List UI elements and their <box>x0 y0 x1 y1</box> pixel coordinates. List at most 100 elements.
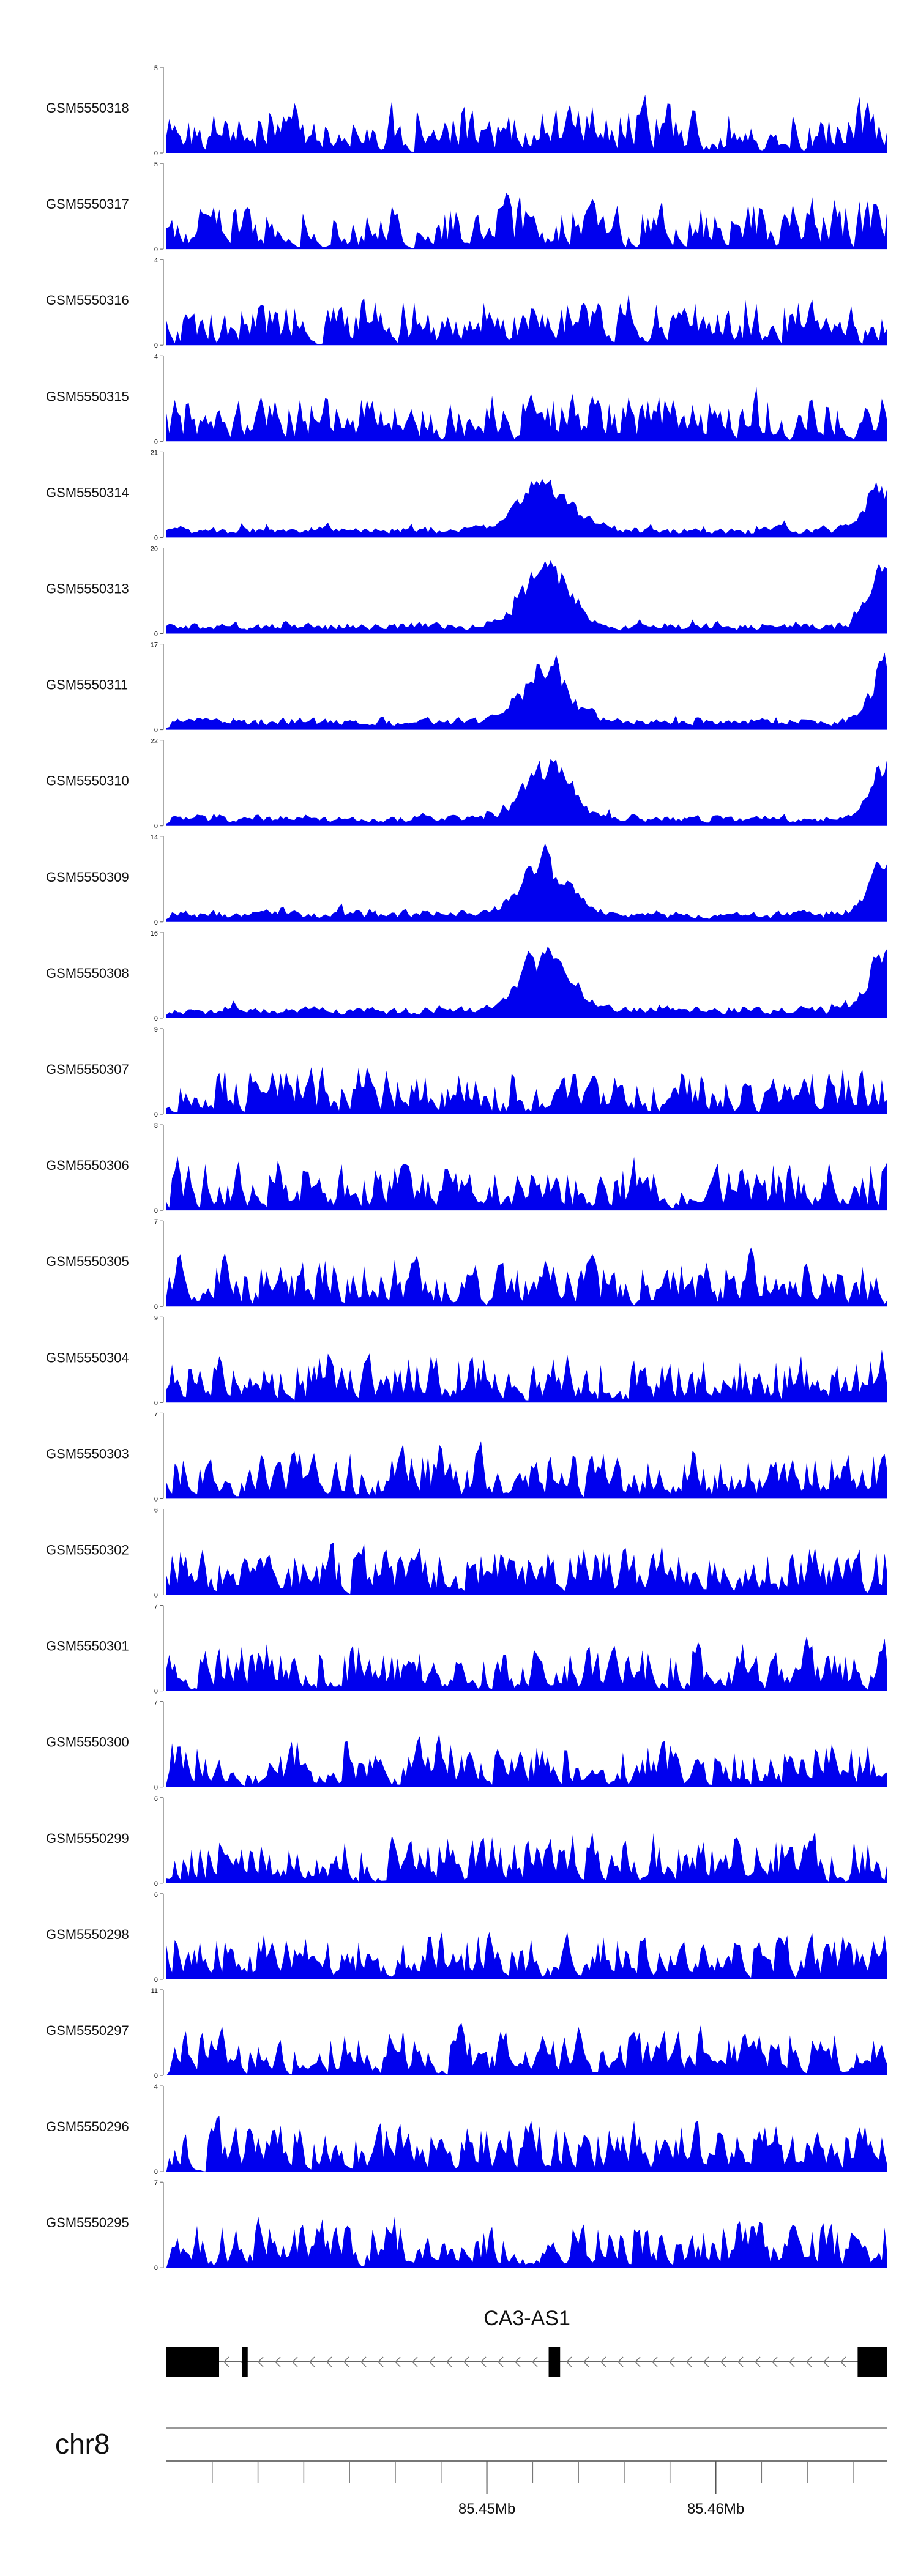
strand-arrow <box>377 2356 384 2367</box>
strand-arrow <box>840 2356 846 2367</box>
track-label: GSM5550310 <box>46 773 129 789</box>
track-GSM5550316: GSM5550316 4 0 <box>46 257 887 349</box>
y-min-label: 0 <box>154 1688 158 1696</box>
strand-arrow <box>326 2356 332 2367</box>
coverage-area <box>166 1247 887 1307</box>
gene-exon <box>242 2347 248 2377</box>
strand-arrow <box>257 2356 264 2367</box>
coverage-area <box>166 387 887 442</box>
track-GSM5550309: GSM5550309 14 0 <box>46 834 887 926</box>
track-GSM5550302: GSM5550302 6 0 <box>46 1507 887 1599</box>
y-min-label: 0 <box>154 1015 158 1022</box>
y-min-label: 0 <box>154 150 158 157</box>
track-GSM5550295: GSM5550295 7 0 <box>46 2180 887 2272</box>
coverage-area <box>166 757 887 826</box>
strand-arrow <box>360 2356 367 2367</box>
y-min-label: 0 <box>154 2265 158 2272</box>
track-GSM5550310: GSM5550310 22 0 <box>46 738 887 830</box>
track-GSM5550307: GSM5550307 9 0 <box>46 1026 887 1119</box>
coverage-area <box>166 946 887 1018</box>
strand-arrow <box>531 2356 538 2367</box>
strand-arrow <box>308 2356 315 2367</box>
y-max-label: 8 <box>154 1122 158 1130</box>
track-GSM5550305: GSM5550305 7 0 <box>46 1218 887 1311</box>
strand-arrow <box>583 2356 589 2367</box>
track-label: GSM5550305 <box>46 1254 129 1269</box>
gene-name: CA3-AS1 <box>483 2307 570 2330</box>
track-label: GSM5550307 <box>46 1062 129 1077</box>
y-max-label: 20 <box>151 546 158 553</box>
coverage-area <box>166 652 887 730</box>
coverage-area <box>166 1733 887 1787</box>
coverage-area <box>166 1156 887 1211</box>
track-label: GSM5550306 <box>46 1158 129 1173</box>
strand-arrow <box>788 2356 795 2367</box>
track-label: GSM5550308 <box>46 966 129 981</box>
track-label: GSM5550313 <box>46 581 129 597</box>
strand-arrow <box>223 2356 230 2367</box>
strand-arrow <box>600 2356 606 2367</box>
track-label: GSM5550315 <box>46 389 129 404</box>
track-label: GSM5550318 <box>46 100 129 116</box>
strand-arrow <box>651 2356 658 2367</box>
track-label: GSM5550296 <box>46 2119 129 2134</box>
track-label: GSM5550309 <box>46 869 129 885</box>
track-label: GSM5550314 <box>46 485 129 500</box>
y-max-label: 9 <box>154 1314 158 1322</box>
coverage-area <box>166 478 887 538</box>
y-max-label: 16 <box>151 930 158 937</box>
track-label: GSM5550316 <box>46 292 129 308</box>
y-min-label: 0 <box>154 2168 158 2176</box>
track-GSM5550311: GSM5550311 17 0 <box>46 642 887 734</box>
coverage-area <box>166 94 887 153</box>
gene-exon <box>857 2347 887 2377</box>
track-GSM5550300: GSM5550300 7 0 <box>46 1699 887 1792</box>
y-max-label: 5 <box>154 65 158 72</box>
track-label: GSM5550300 <box>46 1735 129 1750</box>
y-max-label: 4 <box>154 257 158 264</box>
y-min-label: 0 <box>154 1880 158 1888</box>
track-label: GSM5550303 <box>46 1446 129 1461</box>
strand-arrow <box>771 2356 778 2367</box>
strand-arrow <box>617 2356 624 2367</box>
coverage-area <box>166 294 887 346</box>
y-max-label: 4 <box>154 353 158 360</box>
strand-arrow <box>703 2356 709 2367</box>
track-label: GSM5550302 <box>46 1543 129 1558</box>
y-min-label: 0 <box>154 727 158 734</box>
strand-arrow <box>291 2356 298 2367</box>
y-max-label: 4 <box>154 2083 158 2091</box>
y-max-label: 7 <box>154 1410 158 1418</box>
track-GSM5550301: GSM5550301 7 0 <box>46 1603 887 1696</box>
y-min-label: 0 <box>154 1495 158 1503</box>
y-min-label: 0 <box>154 438 158 445</box>
y-max-label: 17 <box>151 642 158 649</box>
y-min-label: 0 <box>154 1592 158 1599</box>
y-min-label: 0 <box>154 246 158 253</box>
y-max-label: 5 <box>154 161 158 168</box>
strand-arrow <box>394 2356 401 2367</box>
y-max-label: 6 <box>154 1795 158 1803</box>
axis-tick-label: 85.46Mb <box>687 2501 744 2517</box>
track-label: GSM5550304 <box>46 1350 129 1365</box>
y-max-label: 7 <box>154 1699 158 1707</box>
y-min-label: 0 <box>154 631 158 638</box>
y-min-label: 0 <box>154 1784 158 1792</box>
gene-exon <box>548 2347 561 2377</box>
y-min-label: 0 <box>154 342 158 349</box>
coverage-area <box>166 2116 887 2172</box>
y-min-label: 0 <box>154 2072 158 2080</box>
track-label: GSM5550298 <box>46 1927 129 1942</box>
strand-arrow <box>685 2356 692 2367</box>
chromosome-label: chr8 <box>55 2428 110 2460</box>
strand-arrow <box>737 2356 744 2367</box>
gene-annotation-track: CA3-AS1 <box>166 2307 887 2377</box>
strand-arrow <box>754 2356 761 2367</box>
track-label: GSM5550297 <box>46 2023 129 2038</box>
y-min-label: 0 <box>154 1207 158 1215</box>
track-GSM5550299: GSM5550299 6 0 <box>46 1795 887 1888</box>
strand-arrow <box>463 2356 469 2367</box>
strand-arrow <box>446 2356 452 2367</box>
track-GSM5550315: GSM5550315 4 0 <box>46 353 887 445</box>
